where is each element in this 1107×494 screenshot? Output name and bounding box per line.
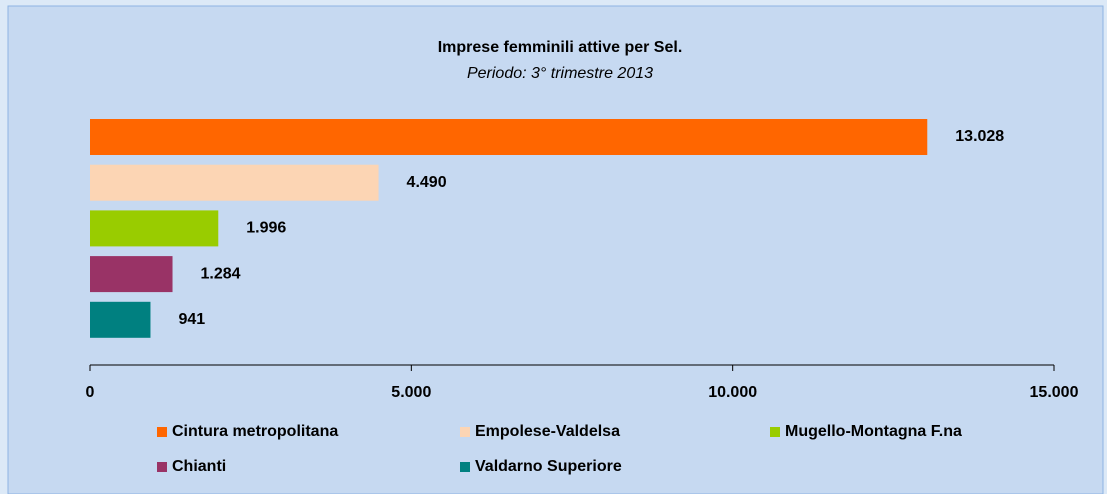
legend-swatch	[460, 462, 470, 472]
bar	[90, 256, 173, 293]
data-label: 13.028	[955, 128, 1004, 145]
x-tick-label: 10.000	[708, 384, 757, 401]
legend-swatch	[770, 427, 780, 437]
x-tick-label: 15.000	[1030, 384, 1079, 401]
bar	[90, 119, 928, 155]
legend-swatch	[157, 427, 167, 437]
data-label: 1.996	[246, 220, 286, 237]
data-label: 941	[178, 311, 205, 328]
bar	[90, 301, 151, 338]
bar	[90, 210, 219, 247]
data-label: 1.284	[201, 265, 241, 282]
chart-title: Imprese femminili attive per Sel.	[438, 39, 683, 56]
chart-subtitle: Periodo: 3° trimestre 2013	[467, 65, 653, 82]
legend-swatch	[460, 427, 470, 437]
legend-label: Cintura metropolitana	[172, 423, 338, 440]
legend-label: Chianti	[172, 458, 226, 475]
legend-swatch	[157, 462, 167, 472]
legend-label: Empolese-Valdelsa	[475, 423, 620, 440]
data-label: 4.490	[407, 174, 447, 191]
x-tick-label: 5.000	[391, 384, 431, 401]
chart-area	[7, 5, 1104, 494]
legend-label: Valdarno Superiore	[475, 458, 622, 475]
x-tick-label: 0	[86, 384, 95, 401]
legend-label: Mugello-Montagna F.na	[785, 423, 962, 440]
bar	[90, 164, 379, 201]
